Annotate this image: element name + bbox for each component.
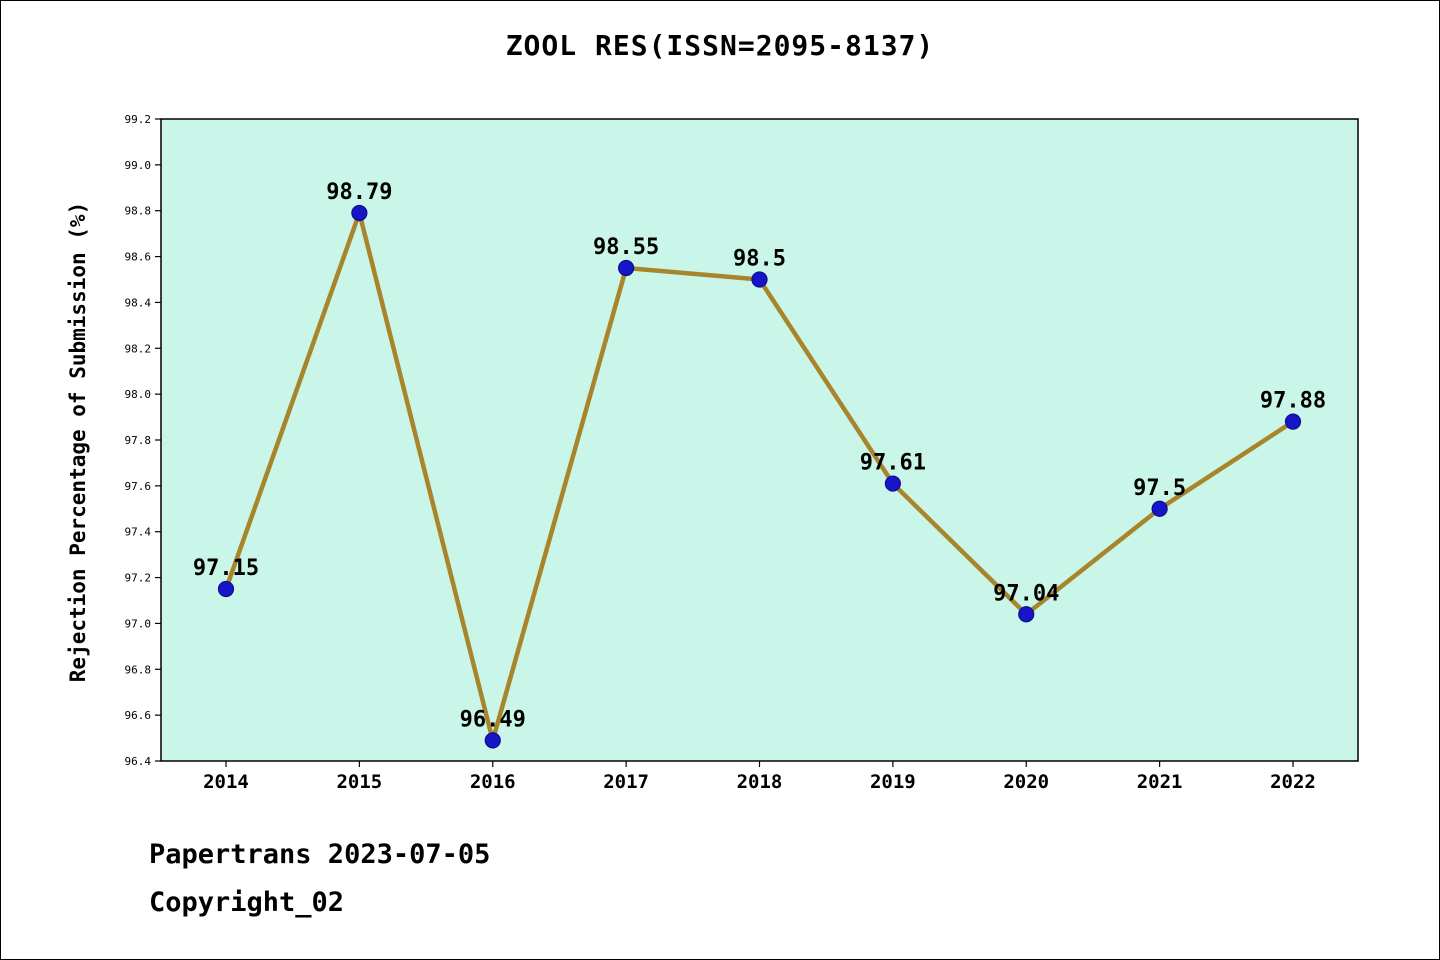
data-point — [1151, 500, 1168, 517]
data-point — [351, 204, 368, 222]
y-tick-label: 97.4 — [125, 526, 152, 539]
footer-copyright: Copyright_02 — [149, 887, 345, 918]
data-point-label: 97.5 — [1133, 476, 1186, 501]
data-point-label: 97.88 — [1260, 389, 1326, 414]
x-tick-label: 2014 — [203, 771, 249, 793]
x-tick-label: 2015 — [336, 771, 382, 793]
data-point — [618, 259, 635, 277]
x-tick-label: 2022 — [1270, 771, 1316, 793]
y-tick-label: 99.0 — [125, 159, 152, 172]
data-point — [1018, 606, 1035, 623]
data-point — [1284, 413, 1302, 430]
data-point — [217, 580, 235, 598]
y-tick-label: 98.4 — [125, 296, 152, 309]
y-tick-label: 97.0 — [125, 617, 152, 630]
y-tick-label: 97.6 — [125, 480, 152, 493]
data-point — [751, 271, 768, 288]
chart-title: ZOOL RES(ISSN=2095-8137) — [505, 29, 935, 62]
data-point-label: 97.61 — [860, 451, 926, 476]
y-tick-label: 98.8 — [125, 205, 152, 218]
y-tick-label: 97.2 — [125, 572, 152, 585]
data-point — [484, 732, 501, 749]
data-point-label: 98.55 — [593, 235, 659, 260]
y-tick-label: 97.8 — [125, 434, 152, 447]
x-tick-label: 2016 — [470, 771, 516, 793]
y-tick-label: 98.2 — [125, 342, 152, 355]
y-tick-label: 96.4 — [125, 755, 152, 768]
y-tick-label: 96.6 — [125, 709, 152, 722]
data-point-label: 98.79 — [326, 180, 392, 205]
x-tick-label: 2019 — [870, 771, 916, 793]
x-tick-label: 2021 — [1137, 771, 1183, 793]
footer-date: Papertrans 2023-07-05 — [149, 839, 491, 870]
data-point — [884, 475, 901, 492]
data-point-label: 97.04 — [993, 581, 1059, 606]
y-tick-label: 99.2 — [125, 113, 152, 126]
data-point-label: 97.15 — [193, 556, 259, 581]
data-point-label: 98.5 — [733, 247, 786, 272]
x-tick-label: 2017 — [603, 771, 649, 793]
data-point-label: 96.49 — [460, 707, 526, 732]
plot-area — [161, 119, 1358, 761]
y-tick-label: 98.0 — [125, 388, 152, 401]
x-tick-label: 2018 — [737, 771, 783, 793]
plot-frame — [160, 118, 1359, 762]
x-tick-label: 2020 — [1003, 771, 1049, 793]
y-tick-label: 96.8 — [125, 663, 152, 676]
y-tick-label: 98.6 — [125, 251, 152, 264]
